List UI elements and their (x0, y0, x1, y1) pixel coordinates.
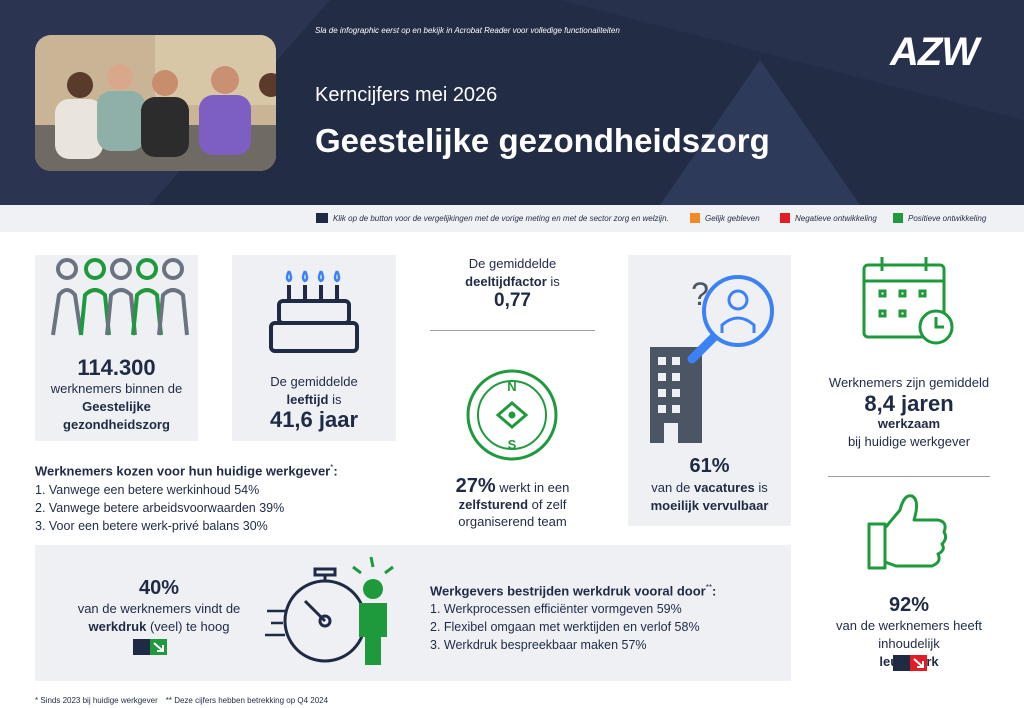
legend-instruction: Klik op de button voor de vergelijkingen… (316, 213, 669, 223)
header-photo (35, 35, 276, 171)
comparison-button[interactable] (893, 655, 927, 671)
legend-swatch (690, 213, 700, 223)
divider (828, 476, 990, 477)
text: De gemiddelde (468, 256, 557, 271)
trend-arrow (910, 655, 927, 671)
thumbs-up-icon (867, 494, 948, 570)
legend-label: Positieve ontwikkeling (908, 213, 987, 223)
measures-title: Werkgevers bestrijden werkdruk vooral do… (430, 583, 716, 598)
legend-bar (0, 205, 1024, 232)
title: Werknemers kozen voor hun huidige werkge… (35, 463, 331, 479)
employees-text: werknemers binnen de Geestelijke gezondhe… (35, 380, 198, 434)
people-icon (51, 258, 189, 336)
workload-card: 40% van de werknemers vindt de werkdruk (… (35, 545, 791, 681)
tenure-value: 8,4 jaren (864, 391, 954, 416)
reasons-list: 1. Vanwege een betere werkinhoud 54% 2. … (35, 481, 284, 535)
text: of zelf organiserend team (458, 497, 567, 529)
bold-text: zelfsturend (458, 497, 529, 512)
list-item: 1. Vanwege een betere werkinhoud 54% (35, 483, 260, 497)
text: is (550, 274, 560, 289)
workload-text: van de werknemers vindt de werkdruk (veel… (59, 600, 259, 636)
text: (veel) te hoog (149, 619, 230, 634)
text: De gemiddelde (270, 374, 358, 389)
age-text: De gemiddelde leeftijd is (232, 373, 396, 409)
workload-value: 40% (138, 577, 180, 599)
vacancy-icon: ? (650, 275, 774, 443)
part-time-value: 0,77 (494, 290, 531, 311)
header-title: Geestelijke gezondheidszorg (315, 122, 770, 159)
age-card: De gemiddelde leeftijd is 41,6 jaar (232, 255, 396, 441)
bold-text: werkzaam (877, 416, 941, 431)
logo: AZW (890, 30, 979, 74)
vacancies-value: 61% (689, 455, 730, 477)
bold-text: vacatures (693, 480, 755, 495)
legend-label: Gelijk gebleven (705, 213, 760, 223)
text: is (758, 480, 768, 495)
cake-icon (269, 270, 359, 353)
list-item: 2. Flexibel omgaan met werktijden en ver… (430, 620, 700, 634)
footnote-marker: * (330, 463, 334, 472)
self-steering-text: 27% werkt in een zelfsturend of zelf orga… (430, 475, 595, 530)
footnote: ** Deze cijfers hebben betrekking op Q4 … (165, 696, 329, 705)
text: van de werknemers vindt de (77, 601, 241, 616)
bold-text: deeltijdfactor (465, 274, 547, 289)
text: bij huidige werkgever (847, 434, 971, 449)
list-item: 1. Werkprocessen efficiënter vormgeven 5… (430, 602, 682, 616)
enjoyment-value: 92% (888, 594, 930, 616)
age-value: 41,6 jaar (269, 407, 359, 432)
colon: : (711, 583, 717, 599)
footnote: * Sinds 2023 bij huidige werkgever (35, 696, 158, 705)
comparison-button[interactable] (133, 639, 167, 655)
list-item: 3. Voor een betere werk-privé balans 30% (35, 519, 268, 533)
legend-item: Negatieve ontwikkeling (780, 213, 877, 223)
reasons-title: Werknemers kozen voor hun huidige werkge… (35, 463, 338, 478)
text: werkt in een (499, 480, 570, 495)
header: Sla de infographic eerst op en bekijk in… (0, 0, 1024, 205)
divider (430, 330, 595, 331)
eye-icon (893, 655, 910, 671)
footnote-marker: ** (705, 583, 712, 592)
header-note: Sla de infographic eerst op en bekijk in… (315, 26, 620, 35)
bold-text: moeilijk vervulbaar (650, 498, 769, 513)
text: van de (651, 480, 691, 495)
svg-text:N: N (507, 379, 516, 394)
title: Werkgevers bestrijden werkdruk vooral do… (430, 583, 706, 599)
tenure-text: werkzaam bij huidige werkgever (828, 415, 990, 451)
legend-item: Gelijk gebleven (690, 213, 760, 223)
employees-value: 114.300 (77, 355, 156, 380)
colon: : (333, 463, 338, 479)
stopwatch-icon (265, 556, 394, 665)
bold-text: Geestelijke gezondheidszorg (63, 399, 170, 432)
footer: * Sinds 2023 bij huidige werkgever ** De… (35, 696, 328, 705)
tenure-intro: Werknemers zijn gemiddeld (828, 375, 990, 390)
eye-icon (316, 213, 328, 223)
text: is (332, 392, 342, 407)
trend-arrow (150, 639, 167, 655)
vacancies-card: ? 61% van de vacatures is moeilijk vervul… (628, 255, 791, 526)
self-steering-value: 27% (455, 475, 496, 497)
header-subtitle: Kerncijfers mei 2026 (315, 84, 498, 106)
legend-label: Negatieve ontwikkeling (795, 213, 877, 223)
legend-item: Positieve ontwikkeling (893, 213, 986, 223)
bold-text: werkdruk (88, 619, 147, 634)
employees-card: 114.300 werknemers binnen de Geestelijke … (35, 255, 198, 441)
text: werknemers binnen de (50, 381, 183, 396)
legend-swatch (780, 213, 790, 223)
part-time-text: De gemiddelde deeltijdfactor is (430, 255, 595, 291)
eye-icon (133, 639, 150, 655)
list-item: 2. Vanwege betere arbeidsvoorwaarden 39% (35, 501, 285, 515)
compass-icon: N S (466, 369, 558, 461)
legend-swatch (893, 213, 903, 223)
measures-list: 1. Werkprocessen efficiënter vormgeven 5… (430, 600, 700, 654)
vacancies-text: van de vacatures is moeilijk vervulbaar (628, 479, 791, 515)
svg-text:S: S (508, 437, 517, 452)
list-item: 3. Werkdruk bespreekbaar maken 57% (430, 638, 647, 652)
bold-text: leeftijd (286, 392, 329, 407)
text: van de werknemers heeft inhoudelijk (836, 618, 982, 651)
instruction-text: Klik op de button voor de vergelijkingen… (333, 213, 669, 223)
calendar-icon (862, 257, 954, 345)
